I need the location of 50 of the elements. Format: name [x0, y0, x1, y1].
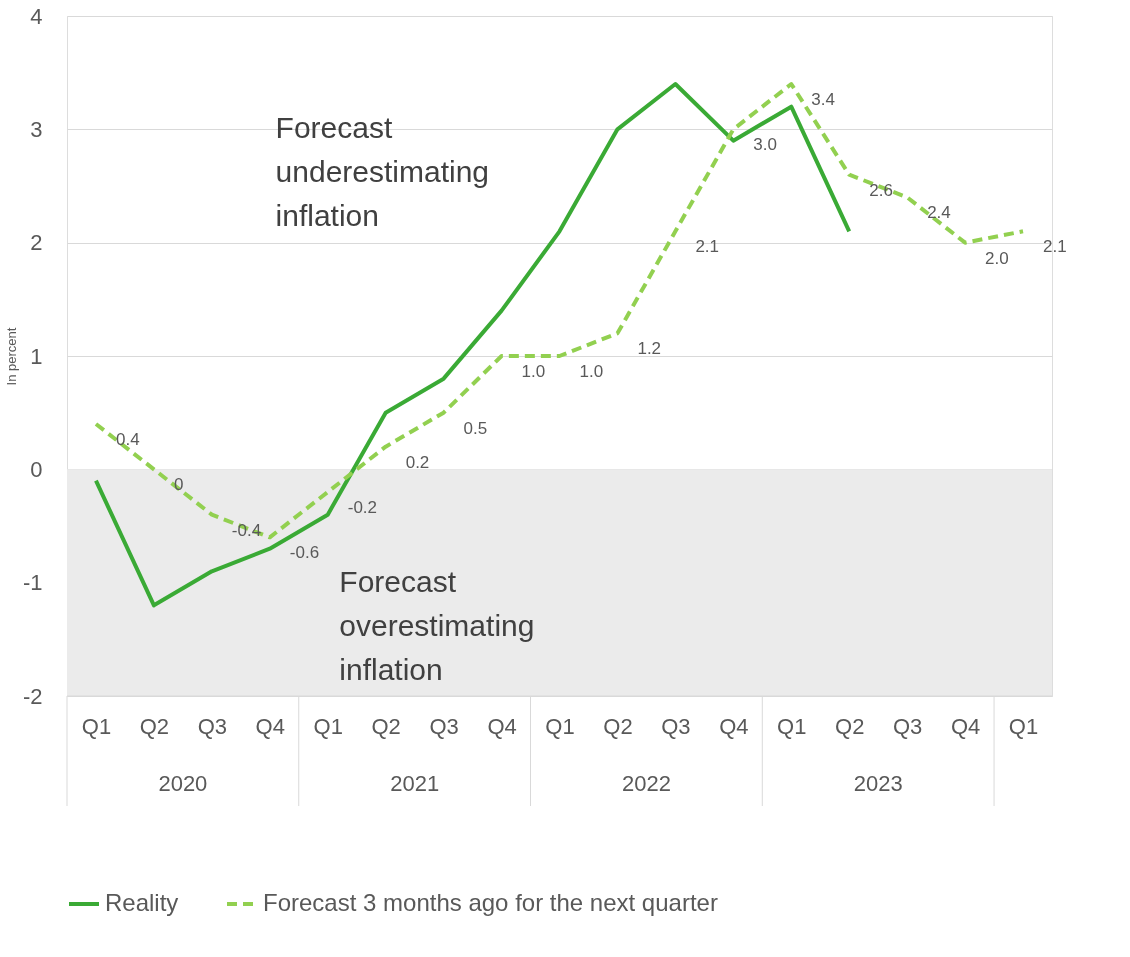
- data-label: 2.1: [695, 237, 720, 257]
- data-label: -0.2: [347, 498, 378, 517]
- x-tick-label: Q2: [139, 713, 170, 739]
- x-tick-label: Q3: [661, 713, 691, 739]
- y-tick-label: -1: [22, 570, 43, 596]
- data-label: 2.6: [869, 180, 893, 200]
- data-label: 2.4: [927, 203, 951, 223]
- x-tick-label: Q2: [603, 713, 633, 739]
- x-tick-label: Q1: [81, 713, 112, 739]
- y-tick-label: -2: [22, 683, 43, 709]
- line-series: [93, 82, 852, 608]
- data-label: 3.0: [753, 135, 777, 155]
- legend-label: Forecast 3 months ago for the next quarter: [263, 889, 718, 916]
- data-label: 3.4: [811, 90, 835, 109]
- data-label: 0.4: [115, 430, 140, 449]
- text: 2023: [853, 771, 903, 796]
- data-label: 1.2: [637, 339, 662, 359]
- y-tick-label: 3: [30, 116, 43, 142]
- x-tick-label: Q1: [545, 713, 575, 739]
- y-tick-label: 1: [30, 343, 43, 369]
- x-tick-label: Q4: [255, 713, 285, 739]
- line-series: [93, 82, 1026, 540]
- x-tick-label: Q2: [835, 713, 865, 739]
- x-tick-label: Q1: [1008, 713, 1039, 739]
- x-tick-label: Q1: [313, 713, 343, 739]
- x-tick-label: Q2: [371, 713, 401, 739]
- x-tick-label: Q3: [197, 713, 228, 739]
- y-axis-title: In percent: [3, 327, 19, 386]
- annotation: Forecast underestimating inflation: [275, 111, 490, 233]
- data-label: 2.1: [1043, 237, 1067, 257]
- y-tick-label: 0: [30, 456, 43, 482]
- data-label: -0.6: [289, 543, 320, 563]
- text: 2021: [390, 771, 440, 796]
- x-tick-label: Q1: [777, 713, 807, 739]
- x-tick-label: Q3: [429, 713, 459, 739]
- y-tick-label: 4: [30, 3, 43, 29]
- annotation: Forecast overestimating inflation: [339, 564, 535, 686]
- text: 2020: [158, 771, 208, 796]
- data-label: 1.0: [579, 362, 604, 381]
- data-label: 0.5: [463, 418, 488, 438]
- data-label: 0.2: [405, 452, 430, 472]
- x-tick-label: Q4: [487, 713, 517, 739]
- data-label: 1.0: [521, 362, 546, 381]
- x-tick-label: Q4: [719, 713, 749, 739]
- text: 2022: [621, 771, 671, 796]
- x-tick-label: Q4: [950, 713, 981, 739]
- y-tick-label: 2: [30, 230, 43, 256]
- x-tick-label: Q3: [892, 713, 923, 739]
- legend-label: Reality: [105, 889, 179, 916]
- data-label: 2.0: [985, 248, 1009, 268]
